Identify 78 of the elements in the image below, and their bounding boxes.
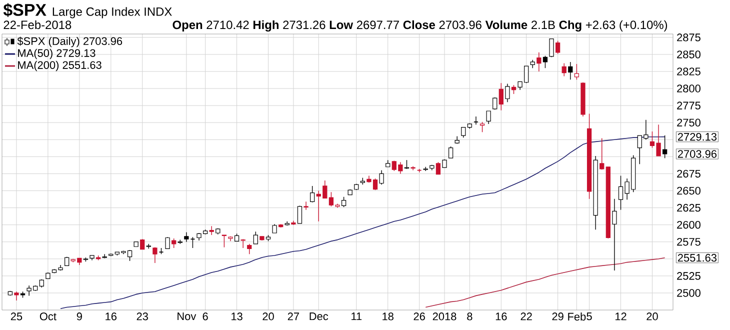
candlestick bbox=[14, 291, 19, 301]
candlestick bbox=[152, 246, 158, 264]
candlestick bbox=[310, 186, 315, 203]
candlestick bbox=[304, 201, 308, 210]
y-tick-label: 2750 bbox=[677, 118, 700, 126]
x-tick-label: 9 bbox=[76, 312, 82, 320]
x-tick-label: 11 bbox=[352, 312, 362, 320]
x-tick-label: 25 bbox=[10, 312, 22, 320]
y-tick-label: 2775 bbox=[677, 102, 700, 110]
x-tick-label: 20 bbox=[646, 312, 658, 320]
chart-title: $SPX bbox=[3, 3, 46, 18]
candlestick bbox=[505, 83, 510, 102]
candlestick bbox=[600, 138, 604, 170]
candlestick bbox=[461, 127, 466, 138]
candlestick bbox=[480, 122, 485, 132]
candlestick bbox=[556, 40, 560, 54]
y-tick-label: 2800 bbox=[677, 84, 700, 92]
x-tick-label: 23 bbox=[136, 312, 148, 320]
y-tick-label: 2525 bbox=[677, 272, 700, 280]
text: 2703.96 bbox=[678, 150, 717, 158]
x-tick-label: 16 bbox=[496, 312, 507, 320]
x-tick-label: 22 bbox=[520, 312, 532, 320]
x-tick-label: Nov bbox=[178, 312, 196, 320]
x-tick-label: 13 bbox=[232, 312, 242, 320]
text: 22-Feb-2018 bbox=[4, 20, 72, 30]
x-tick-label: 16 bbox=[106, 312, 117, 320]
x-tick-label: 8 bbox=[467, 312, 472, 320]
candlestick bbox=[562, 62, 566, 77]
candlestick bbox=[140, 238, 145, 250]
candlestick bbox=[568, 62, 573, 80]
data-label: 2729.13 bbox=[678, 132, 717, 141]
candlestick bbox=[498, 82, 504, 111]
candlestick bbox=[448, 146, 454, 158]
candlestick bbox=[486, 110, 491, 124]
candlestick bbox=[165, 236, 170, 250]
x-tick-label: 5 bbox=[586, 312, 592, 320]
candlestick bbox=[542, 55, 548, 68]
x-tick-label: 29 bbox=[552, 312, 564, 320]
candlestick bbox=[536, 52, 542, 72]
y-tick-label: 2650 bbox=[677, 186, 700, 195]
y-tick-label: 2875 bbox=[677, 34, 700, 42]
y-tick-label: 2600 bbox=[677, 220, 700, 229]
candlestick bbox=[662, 135, 668, 159]
candlestick bbox=[436, 162, 441, 175]
chart-subtitle: Large Cap Index INDX bbox=[52, 7, 172, 18]
candlestick bbox=[612, 198, 617, 271]
x-tick-label: 6 bbox=[202, 312, 208, 320]
candlestick bbox=[574, 64, 580, 80]
candlestick bbox=[410, 166, 416, 171]
candlestick bbox=[297, 205, 302, 224]
y-tick-label: 2625 bbox=[677, 204, 700, 212]
x-tick-label: 27 bbox=[288, 312, 299, 320]
x-tick-label: Feb bbox=[568, 312, 586, 321]
x-tick-label: Oct bbox=[40, 312, 56, 320]
x-tick-label: 18 bbox=[382, 312, 394, 320]
legend-label: MA(200) 2551.63 bbox=[18, 60, 102, 72]
y-tick-label: 2500 bbox=[677, 289, 700, 297]
y-tick-label: 2575 bbox=[677, 238, 700, 246]
candlestick bbox=[222, 234, 227, 248]
legend-label: $SPX (Daily) 2703.96 bbox=[17, 36, 122, 48]
candlestick bbox=[291, 220, 296, 226]
candlestick bbox=[379, 170, 384, 185]
data-label: 2551.63 bbox=[678, 254, 717, 262]
candlestick bbox=[247, 244, 252, 254]
x-tick-label: Dec bbox=[310, 312, 328, 320]
x-tick-label: 20 bbox=[262, 312, 274, 320]
candlestick bbox=[253, 231, 258, 244]
candlestick bbox=[474, 116, 478, 125]
y-tick-label: 2825 bbox=[677, 68, 700, 76]
y-tick-label: 2850 bbox=[677, 50, 700, 58]
y-tick-label: 2675 bbox=[677, 170, 700, 178]
x-tick-label: 2018 bbox=[432, 312, 456, 320]
candlestick bbox=[549, 38, 554, 58]
candlestick bbox=[172, 238, 176, 248]
text: Open 2710.42 High 2731.26 Low 2697.77 Close 2703.96 Volume 2.1B Chg +2.63 (+0.10%) bbox=[172, 20, 668, 32]
x-tick-label: 12 bbox=[615, 312, 626, 320]
x-tick-label: 26 bbox=[414, 312, 425, 320]
legend-label: MA(50) 2729.13 bbox=[18, 48, 96, 60]
